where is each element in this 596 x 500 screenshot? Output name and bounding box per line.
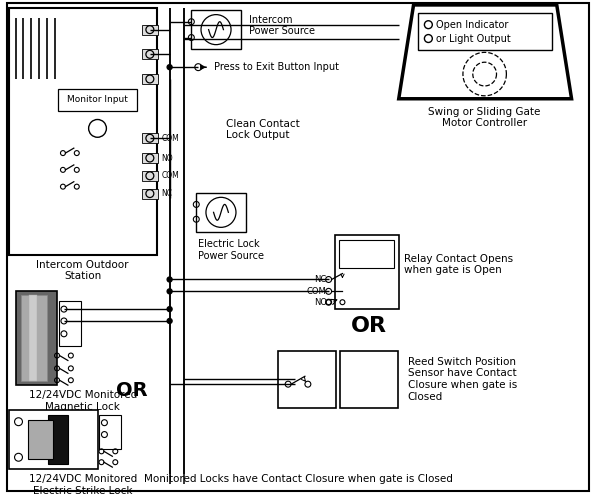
Text: NC: NC: [315, 275, 327, 284]
Bar: [8, 8, 157, 255]
Text: Open Indicator: Open Indicator: [436, 20, 508, 30]
Circle shape: [167, 277, 172, 282]
Text: Reed Switch Position
Sensor have Contact
Closure when gate is
Closed: Reed Switch Position Sensor have Contact…: [408, 357, 517, 402]
Bar: [340, 350, 398, 408]
Text: Swing or Sliding Gate
Motor Controller: Swing or Sliding Gate Motor Controller: [429, 106, 541, 128]
Text: Press to Exit Button Input: Press to Exit Button Input: [214, 62, 339, 72]
Bar: [58, 89, 137, 110]
Text: OR: OR: [351, 316, 387, 336]
Text: NO: NO: [313, 298, 327, 306]
Text: or Light Output: or Light Output: [436, 34, 511, 43]
Bar: [334, 235, 399, 309]
Circle shape: [167, 306, 172, 312]
Text: Electric Lock
Power Source: Electric Lock Power Source: [198, 239, 264, 260]
Text: OR: OR: [116, 380, 148, 400]
Bar: [196, 192, 246, 232]
Text: Clean Contact
Lock Output: Clean Contact Lock Output: [226, 118, 300, 140]
Bar: [15, 292, 57, 385]
Bar: [29, 420, 53, 459]
Text: 12/24VDC Monitored
Magnetic Lock: 12/24VDC Monitored Magnetic Lock: [29, 390, 137, 411]
Bar: [418, 13, 552, 51]
Text: NC: NC: [162, 189, 173, 198]
Text: Monitor Input: Monitor Input: [67, 95, 128, 104]
Bar: [191, 10, 241, 50]
Bar: [142, 24, 158, 34]
Bar: [100, 415, 121, 450]
Circle shape: [167, 318, 172, 324]
Bar: [142, 188, 158, 198]
Polygon shape: [399, 5, 572, 99]
Text: Intercom
Power Source: Intercom Power Source: [249, 15, 315, 36]
Circle shape: [167, 64, 172, 70]
Text: Relay Contact Opens
when gate is Open: Relay Contact Opens when gate is Open: [403, 254, 513, 276]
Text: Monitored Locks have Contact Closure when gate is Closed: Monitored Locks have Contact Closure whe…: [144, 474, 452, 484]
Bar: [142, 171, 158, 180]
Bar: [8, 410, 98, 469]
Text: 12/24VDC Monitored
Electric Strike Lock: 12/24VDC Monitored Electric Strike Lock: [29, 474, 137, 496]
Bar: [142, 153, 158, 163]
Circle shape: [167, 289, 172, 294]
Bar: [340, 240, 394, 268]
Bar: [142, 50, 158, 59]
Text: NO: NO: [162, 154, 173, 162]
Text: COM: COM: [162, 134, 179, 143]
Bar: [142, 74, 158, 84]
Bar: [59, 301, 80, 346]
Bar: [48, 415, 68, 464]
Bar: [142, 134, 158, 143]
Bar: [21, 296, 47, 381]
Circle shape: [89, 120, 107, 138]
Text: Intercom Outdoor
Station: Intercom Outdoor Station: [36, 260, 129, 281]
Bar: [278, 350, 336, 408]
Text: COM: COM: [162, 172, 179, 180]
Text: COM: COM: [307, 287, 327, 296]
Bar: [29, 296, 38, 381]
